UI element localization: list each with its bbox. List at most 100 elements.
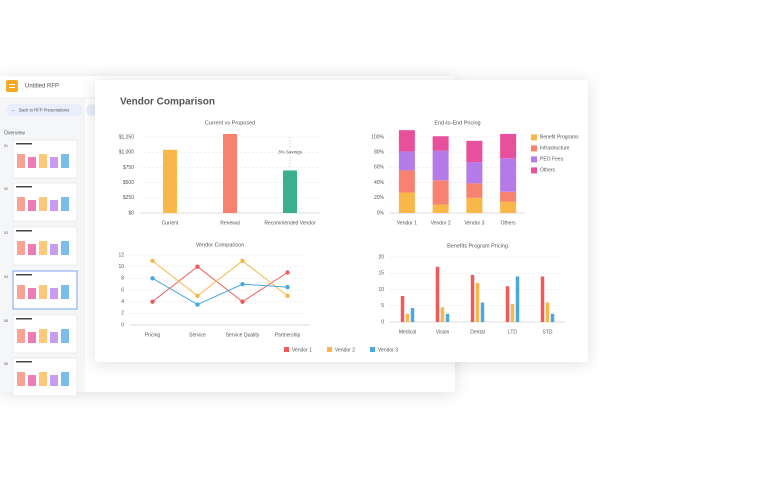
bar-segment — [466, 140, 483, 163]
y-tick-label: $0 — [128, 210, 134, 216]
legend-swatch — [531, 167, 537, 174]
back-button[interactable] — [6, 104, 82, 116]
bar — [550, 313, 555, 322]
bar-segment — [432, 180, 449, 205]
y-tick-label: $1,000 — [119, 150, 135, 156]
point — [150, 258, 155, 264]
thumb-title — [16, 318, 32, 320]
bar — [283, 170, 297, 213]
x-tick-label: Renewal — [220, 220, 239, 226]
bar — [400, 296, 405, 322]
point — [285, 293, 290, 299]
slide-number: 04 — [4, 275, 8, 279]
thumb-block — [28, 157, 36, 168]
bar-segment — [432, 150, 449, 181]
slide-number: 05 — [4, 319, 8, 323]
app-icon — [6, 80, 18, 92]
point — [240, 281, 245, 287]
thumb-block — [39, 329, 47, 343]
bar-segment — [500, 158, 517, 192]
point — [240, 258, 245, 264]
y-tick-label: $500 — [123, 180, 134, 186]
y-tick-label: 20% — [374, 195, 385, 201]
thumb-block — [61, 372, 69, 386]
annotation: 3% Savings — [278, 149, 303, 154]
thumb-title — [16, 361, 32, 363]
bar — [510, 304, 515, 322]
thumb-block — [28, 375, 36, 386]
thumb-block — [61, 241, 69, 255]
point — [150, 276, 155, 281]
line — [152, 260, 288, 297]
x-tick-label: Medical — [399, 329, 416, 335]
thumb-block — [39, 197, 47, 211]
y-tick-label: 0 — [381, 319, 384, 325]
line — [152, 277, 288, 306]
bar-segment — [500, 133, 517, 159]
thumb-block — [61, 329, 69, 343]
bar-segment — [466, 197, 483, 213]
point — [195, 293, 200, 299]
bar-segment — [432, 136, 449, 151]
thumb-block — [17, 285, 25, 299]
bar-segment — [466, 183, 483, 198]
y-tick-label: $750 — [123, 165, 134, 171]
bar-segment — [466, 162, 483, 184]
bar — [435, 266, 440, 322]
thumb-title — [16, 230, 32, 232]
x-tick-label: Recommended Vendor — [264, 220, 315, 226]
bar — [163, 149, 177, 213]
back-arrow: ← — [11, 108, 16, 113]
legend-label: PEO Fees — [540, 157, 564, 163]
chart-title: Benefits Program Pricing — [447, 243, 508, 249]
thumb-title — [16, 186, 32, 188]
thumb-block — [28, 244, 36, 255]
x-tick-label: Service — [189, 332, 206, 338]
chart-title: Vendor Comparison — [196, 242, 245, 248]
y-tick-label: 15 — [378, 271, 384, 277]
y-tick-label: 10 — [118, 264, 124, 270]
point — [195, 302, 200, 307]
y-tick-label: 100% — [371, 134, 384, 140]
y-tick-label: 10 — [378, 287, 384, 293]
bar — [545, 302, 550, 322]
legend-label: Vendor 3 — [378, 347, 398, 353]
thumb-block — [17, 372, 25, 386]
legend-label: Others — [540, 168, 556, 174]
y-tick-label: 5 — [381, 303, 384, 309]
point — [285, 284, 290, 290]
x-tick-label: LTD — [508, 329, 517, 335]
app-icon-line — [9, 84, 15, 85]
y-tick-label: $250 — [123, 195, 134, 201]
thumb-block — [50, 157, 58, 168]
slide-number: 03 — [4, 231, 8, 235]
bar-segment — [500, 201, 517, 213]
bar — [515, 276, 520, 322]
y-tick-label: 6 — [121, 287, 124, 293]
x-tick-label: Dental — [470, 329, 484, 335]
thumb-block — [50, 244, 58, 255]
bar-segment — [398, 151, 415, 171]
thumb-title — [16, 274, 32, 276]
thumb-block — [50, 200, 58, 211]
thumb-block — [50, 332, 58, 343]
line — [152, 266, 288, 303]
thumb-block — [39, 372, 47, 386]
bar — [540, 276, 545, 322]
thumb-block — [28, 200, 36, 211]
x-tick-label: Partnership — [275, 332, 301, 338]
thumb-block — [61, 285, 69, 299]
x-tick-label: Vendor 2 — [431, 220, 451, 226]
legend-label: Benefit Programs — [540, 135, 579, 141]
bar — [470, 274, 475, 322]
y-tick-label: 12 — [118, 252, 124, 258]
thumb-block — [17, 154, 25, 168]
thumb-block — [17, 241, 25, 255]
bar-segment — [398, 192, 415, 213]
y-tick-label: $1,250 — [119, 134, 135, 140]
bar — [505, 286, 510, 322]
x-tick-label: Vendor 3 — [464, 220, 484, 226]
chart-title: Current vs Proposed — [205, 120, 255, 126]
point — [285, 270, 290, 275]
